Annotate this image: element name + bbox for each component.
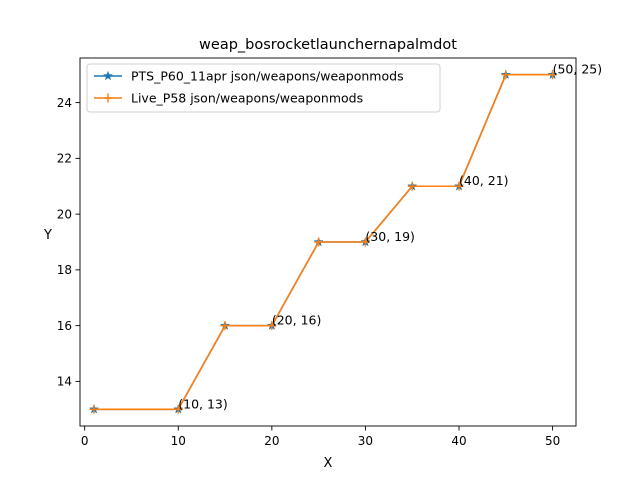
x-axis-label: X [324,456,333,471]
point-annotation: (20, 16) [272,313,322,328]
y-tick-label: 20 [57,207,72,221]
series-2-point [548,70,558,80]
x-tick-label: 0 [81,434,89,448]
y-axis-ticks: 14 16 18 20 22 24 [57,96,80,389]
plot-frame [79,57,577,427]
point-annotation: (10, 13) [178,396,228,411]
chart-title: weap_bosrocketlaunchernapalmdot [199,37,457,53]
series-2-point [454,181,464,191]
series-2-point [267,321,277,331]
y-tick-label: 16 [57,319,72,333]
y-tick-label: 22 [57,152,72,166]
series-2-point [501,70,511,80]
x-axis-ticks: 0 10 20 30 40 50 [81,426,560,448]
y-tick-label: 24 [57,96,72,110]
legend-item: Live_P58 json/weapons/weaponmods [94,91,363,106]
series-2 [89,70,558,414]
point-annotation: (50, 25) [553,62,603,77]
point-annotation: (30, 19) [365,229,415,244]
x-tick-label: 30 [358,434,373,448]
point-annotation: (40, 21) [459,173,509,188]
series-2-point [220,321,230,331]
legend-item: PTS_P60_11apr json/weapons/weaponmods [94,69,404,84]
series-2-point [89,404,99,414]
x-tick-label: 20 [264,434,279,448]
legend-label: PTS_P60_11apr json/weapons/weaponmods [131,69,404,84]
legend-box [86,63,441,113]
legend-label: Live_P58 json/weapons/weaponmods [131,91,363,106]
x-tick-label: 40 [451,434,466,448]
legend-swatch-marker [103,93,113,103]
y-tick-label: 14 [57,375,72,389]
y-axis-label: Y [43,228,52,243]
x-tick-label: 50 [545,434,560,448]
point-annotations: (10, 13) (20, 16) (30, 19) (40, 21) (50, 25) [178,62,602,412]
legend-swatch-marker [102,70,114,81]
y-tick-label: 18 [57,263,72,277]
series-2-point [314,237,324,247]
series-2-point [407,181,417,191]
series-2-line [94,73,553,411]
x-tick-label: 10 [171,434,186,448]
legend: PTS_P60_11apr json/weapons/weaponmods Liv… [86,63,441,113]
series-2-point [360,237,370,247]
plot-marks [88,69,558,414]
series-2-point [173,404,183,414]
